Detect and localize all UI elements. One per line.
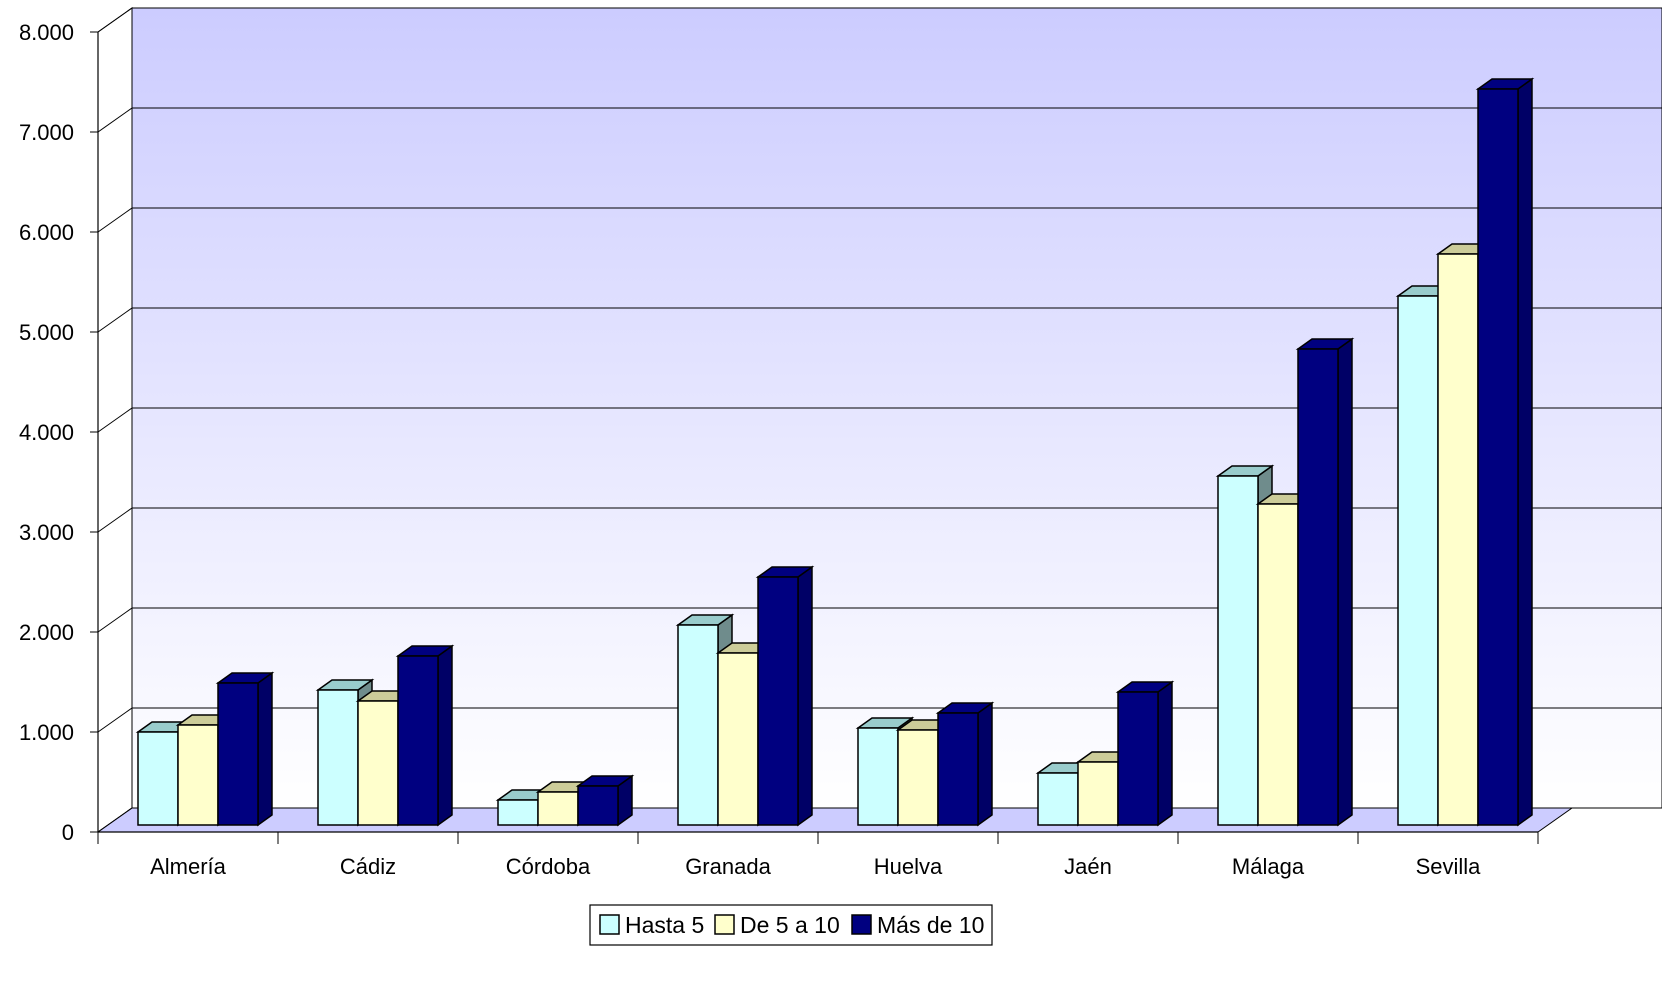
bar-Granada-Más de 10 [755, 565, 815, 827]
bar-front [577, 785, 619, 826]
x-tick-label: Almería [150, 854, 227, 879]
gridline-side [97, 207, 133, 233]
bar-side [1337, 337, 1353, 827]
bar-Jaén-Más de 10 [1115, 680, 1175, 827]
bar-front [357, 700, 399, 826]
legend-item: De 5 a 10 [714, 912, 840, 938]
bar-front [757, 576, 799, 826]
legend-label: Más de 10 [877, 912, 984, 938]
bar-front [897, 729, 939, 826]
y-tick-label: 0 [62, 820, 74, 845]
legend-item: Hasta 5 [599, 912, 704, 938]
gridline-side [97, 807, 133, 833]
bar-front [1117, 691, 1159, 826]
legend: Hasta 5 De 5 a 10 Más de 10 [589, 904, 993, 946]
bars [135, 77, 1535, 827]
bar-Almería-Más de 10 [215, 671, 275, 827]
legend-item: Más de 10 [851, 912, 984, 938]
legend-swatch [714, 914, 735, 935]
bar-side [797, 565, 813, 827]
bar-front [1297, 348, 1339, 826]
y-tick-label: 7.000 [19, 120, 74, 145]
bar-Cádiz-Más de 10 [395, 644, 455, 827]
x-tick-label: Sevilla [1416, 854, 1482, 879]
bar-front [677, 624, 719, 826]
bar-front [137, 731, 179, 826]
bar-front [1257, 503, 1299, 826]
bar-front [317, 689, 359, 826]
y-tick-label: 3.000 [19, 520, 74, 545]
bar-side [1157, 680, 1173, 827]
bar-front [1037, 772, 1079, 826]
gridline-side [97, 507, 133, 533]
y-tick-label: 4.000 [19, 420, 74, 445]
bar-front [937, 712, 979, 826]
gridline-side [97, 607, 133, 633]
bar-front [217, 682, 259, 826]
bar-front [717, 652, 759, 826]
bar-side [437, 644, 453, 827]
bar-front [497, 799, 539, 826]
bar-Sevilla-Más de 10 [1475, 77, 1535, 827]
bar-front [177, 724, 219, 826]
gridline-side [97, 407, 133, 433]
y-tick-label: 6.000 [19, 220, 74, 245]
y-tick-label: 1.000 [19, 720, 74, 745]
y-tick-label: 8.000 [19, 20, 74, 45]
x-tick-label: Huelva [874, 854, 943, 879]
y-tick-label: 5.000 [19, 320, 74, 345]
bar-front [1437, 253, 1479, 826]
gridline-side [97, 107, 133, 133]
bar-front [537, 791, 579, 826]
bar-front [1077, 761, 1119, 826]
bar-front [857, 727, 899, 826]
bar-front [1217, 475, 1259, 826]
bar-Málaga-Más de 10 [1295, 337, 1355, 827]
x-tick-label: Córdoba [506, 854, 591, 879]
gridline-side [97, 7, 133, 33]
gridline-side [97, 307, 133, 333]
gridline-side [97, 707, 133, 733]
x-tick-label: Granada [685, 854, 771, 879]
legend-label: Hasta 5 [625, 912, 704, 938]
bar-side [257, 671, 273, 827]
bar-side [977, 701, 993, 827]
legend-label: De 5 a 10 [740, 912, 840, 938]
legend-box [589, 904, 993, 946]
axes: 0 1.000 2.000 3.000 4.000 5.000 6.000 7.000 8.00… [19, 20, 1539, 879]
y-tick-label: 2.000 [19, 620, 74, 645]
x-tick-label: Cádiz [340, 854, 396, 879]
bar-side [1517, 77, 1533, 827]
bar-Huelva-Más de 10 [935, 701, 995, 827]
bar-front [1477, 88, 1519, 826]
bar-front [397, 655, 439, 826]
legend-swatch [599, 914, 620, 935]
x-tick-label: Jaén [1064, 854, 1112, 879]
bar-front [1397, 295, 1439, 826]
bar-Córdoba-Más de 10 [575, 774, 635, 827]
legend-swatch [851, 914, 872, 935]
x-tick-label: Málaga [1232, 854, 1305, 879]
